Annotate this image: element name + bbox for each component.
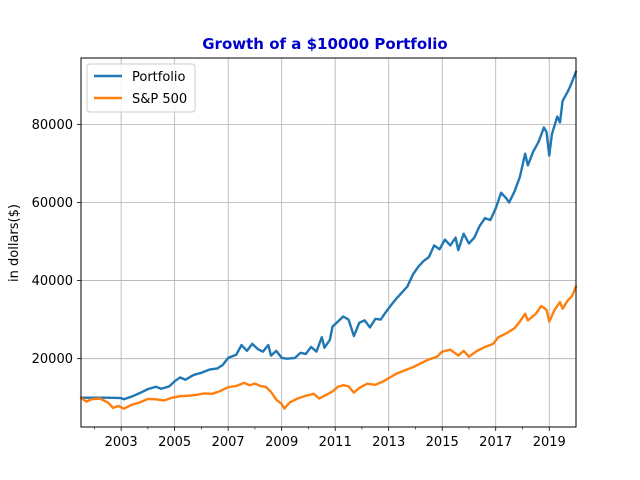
- axis-ticks: 2003 2005 2007 2009 2011 2013 2015 2017 2019 2000…: [32, 118, 566, 450]
- chart-title: Growth of a $10000 Portfolio: [202, 35, 447, 53]
- legend-label-portfolio: Portfolio: [132, 70, 186, 85]
- series-line-s-p-500: [79, 285, 578, 410]
- grid: [81, 58, 576, 427]
- x-tick-label: 2013: [372, 435, 405, 450]
- y-tick-label: 40000: [32, 274, 73, 289]
- x-tick-label: 2005: [158, 435, 191, 450]
- legend: Portfolio S&P 500: [86, 63, 196, 113]
- x-tick-label: 2007: [212, 435, 245, 450]
- x-tick-label: 2015: [426, 435, 459, 450]
- series-lines: [79, 70, 578, 410]
- y-tick-label: 60000: [32, 196, 73, 211]
- y-tick-label: 80000: [32, 118, 73, 133]
- x-tick-label: 2019: [533, 435, 566, 450]
- x-tick-label: 2009: [265, 435, 298, 450]
- legend-label-sp500: S&P 500: [132, 92, 187, 107]
- plot-area-frame: [80, 57, 577, 428]
- y-tick-label: 20000: [32, 352, 73, 367]
- x-tick-label: 2003: [105, 435, 138, 450]
- x-tick-label: 2017: [479, 435, 512, 450]
- y-axis-label: in dollars($): [7, 204, 22, 282]
- series-line-portfolio: [79, 70, 578, 401]
- x-tick-label: 2011: [319, 435, 352, 450]
